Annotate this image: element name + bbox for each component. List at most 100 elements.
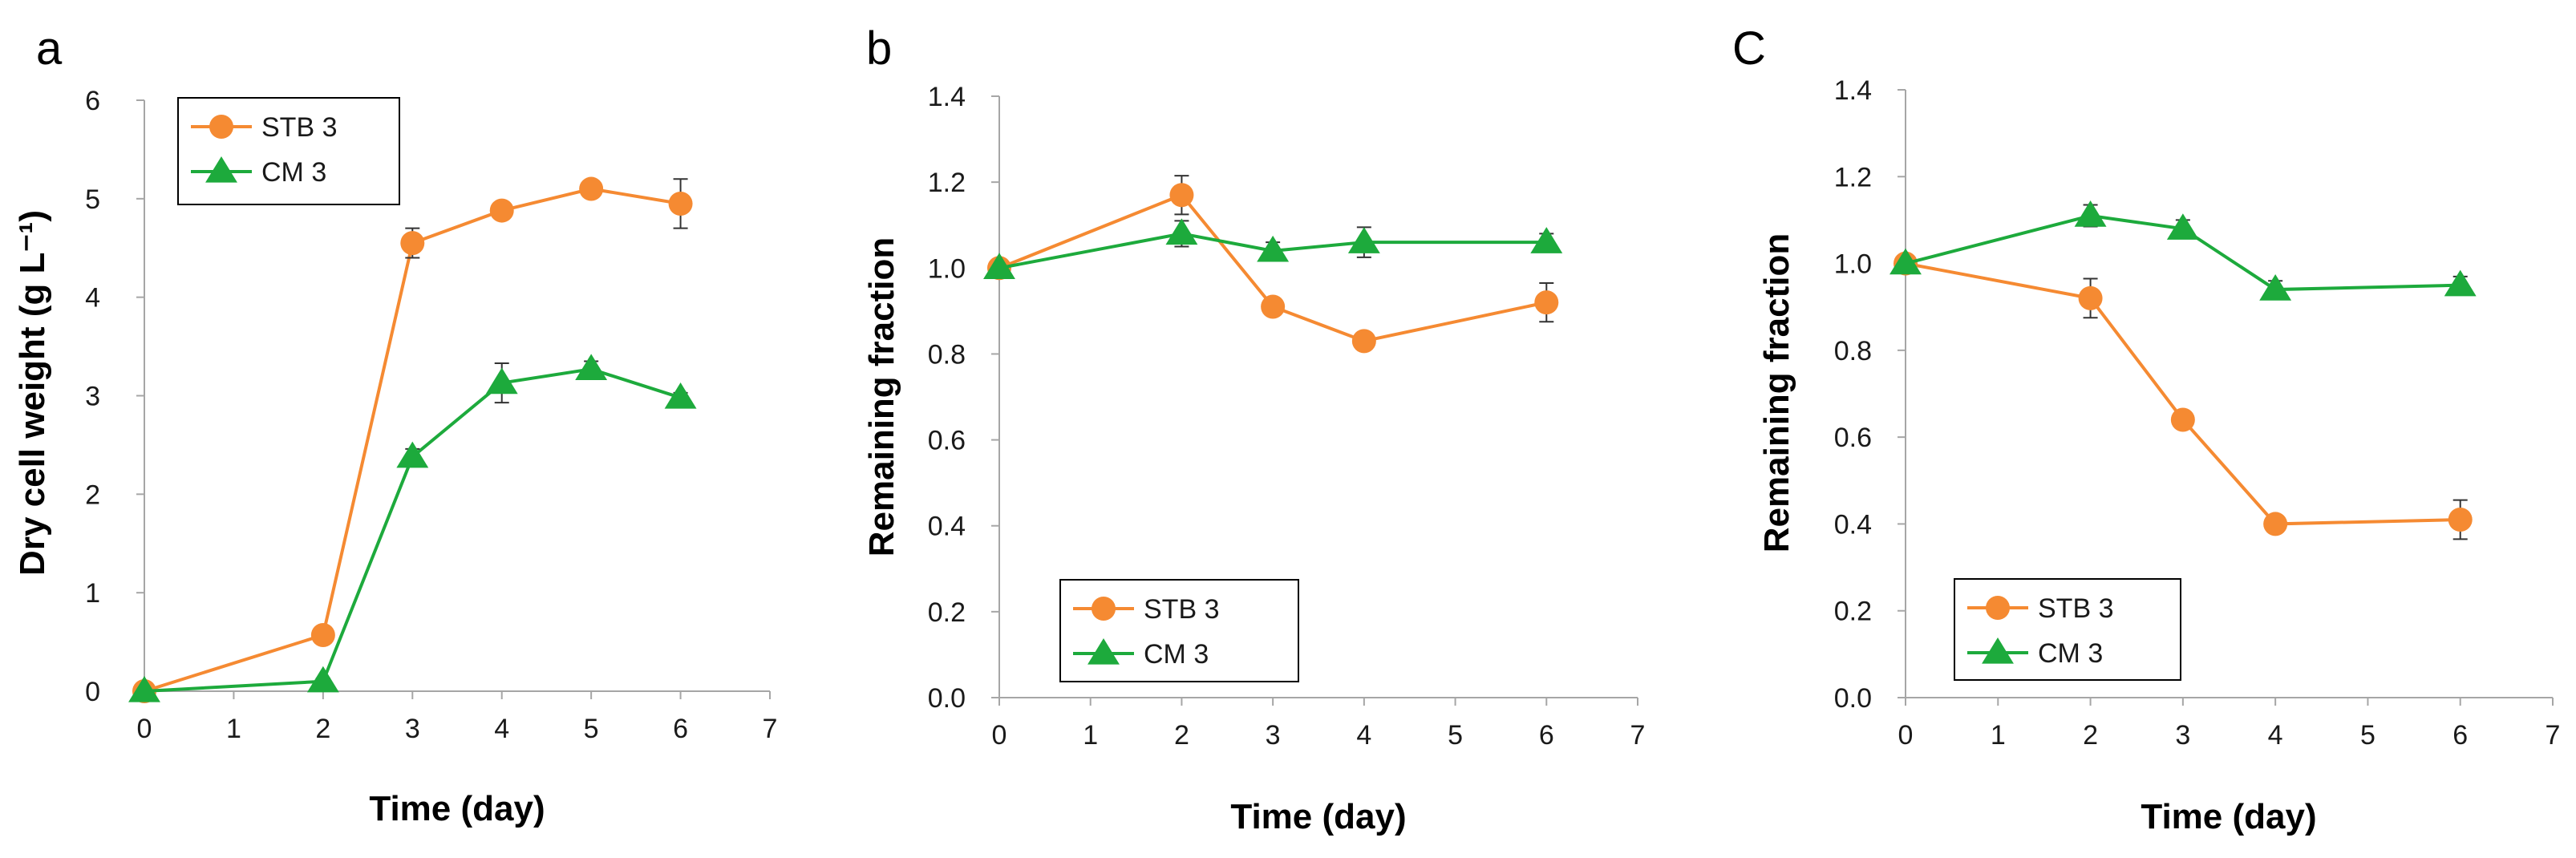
data-point-circle [1534, 290, 1559, 315]
panel-letter: b [866, 22, 892, 75]
legend-label: STB 3 [2038, 593, 2113, 624]
x-tick-label: 7 [2546, 720, 2561, 751]
x-tick-label: 4 [2268, 720, 2283, 751]
data-point-triangle [1165, 218, 1198, 245]
data-point-circle [2078, 285, 2103, 310]
legend-box [177, 97, 400, 205]
data-point-circle [2263, 512, 2288, 536]
y-tick-label: 0.0 [1834, 683, 1872, 714]
y-tick-label: 5 [85, 184, 100, 215]
y-tick-label: 0.6 [928, 426, 966, 456]
data-point-triangle [2444, 269, 2477, 297]
series-line [1905, 261, 2461, 526]
data-point-circle [1351, 329, 1376, 354]
x-tick-label: 5 [584, 714, 599, 744]
data-point-circle [1261, 294, 1286, 319]
legend-marker [209, 115, 233, 139]
y-tick-label: 0 [85, 677, 100, 707]
x-tick-label: 1 [1991, 720, 2006, 751]
data-point-triangle [1889, 248, 1922, 275]
y-tick-label: 0.4 [928, 512, 966, 542]
legend-label: CM 3 [261, 157, 326, 188]
data-point-triangle [128, 676, 160, 702]
x-tick-label: 5 [1448, 720, 1463, 751]
y-axis-title: Remaining fraction [862, 237, 901, 557]
y-tick-label: 0.4 [1834, 509, 1872, 540]
data-point-triangle [306, 666, 339, 693]
data-point-triangle [1530, 227, 1563, 253]
legend-label: STB 3 [261, 112, 337, 143]
series-cm-3 [128, 354, 697, 702]
y-tick-label: 6 [85, 86, 100, 116]
x-tick-label: 2 [315, 714, 330, 744]
x-tick-label: 6 [2452, 720, 2468, 751]
x-tick-label: 3 [1266, 720, 1281, 751]
legend: STB 3 CM 3 [1954, 578, 2181, 681]
legend-marker [1986, 596, 2010, 620]
legend-label: CM 3 [1144, 639, 1209, 670]
data-point-triangle [396, 441, 429, 468]
x-tick-label: 6 [1539, 720, 1554, 751]
x-tick-label: 1 [1083, 720, 1098, 751]
x-tick-label: 7 [1630, 720, 1646, 751]
data-point-triangle [485, 367, 518, 395]
y-tick-label: 2 [85, 480, 100, 510]
y-tick-label: 0.8 [1834, 336, 1872, 366]
y-tick-label: 0.2 [928, 597, 966, 628]
y-tick-label: 0.6 [1834, 423, 1872, 453]
y-axis-title: Dry cell weight (g L⁻¹) [13, 210, 52, 576]
data-point-circle [310, 622, 335, 647]
x-tick-label: 2 [1174, 720, 1189, 751]
x-tick-label: 4 [1356, 720, 1371, 751]
data-point-triangle [983, 253, 1015, 279]
y-axis-title: Remaining fraction [1757, 233, 1796, 553]
y-tick-label: 0.8 [928, 339, 966, 370]
y-tick-label: 0.2 [1834, 597, 1872, 627]
x-tick-label: 4 [494, 714, 509, 744]
legend-marker [205, 156, 237, 183]
legend-label: CM 3 [2038, 638, 2103, 669]
data-point-circle [400, 231, 425, 256]
y-tick-label: 1.4 [1834, 75, 1872, 106]
data-point-circle [668, 191, 693, 216]
data-point-circle [1169, 183, 1194, 208]
series-line [144, 367, 682, 693]
data-point-triangle [2259, 274, 2292, 301]
data-point-circle [2448, 508, 2473, 532]
series-line [998, 192, 1547, 343]
data-point-circle [579, 176, 604, 201]
y-tick-label: 1.2 [1834, 162, 1872, 192]
y-tick-label: 3 [85, 382, 100, 412]
legend-marker [1982, 637, 2014, 664]
data-point-triangle [575, 354, 608, 381]
data-point-triangle [664, 382, 697, 409]
data-point-circle [2170, 407, 2195, 432]
y-tick-label: 1.0 [1834, 249, 1872, 280]
panel-letter: C [1732, 22, 1766, 75]
x-tick-label: 6 [673, 714, 688, 744]
legend: STB 3 CM 3 [177, 97, 400, 205]
chart-panel-C: C 0.0 0.2 0.4 0.6 0.8 1.0 1.2 1.4 0 1 2 3 4 5 6 7 Time (d… [1732, 22, 2560, 836]
data-point-triangle [2166, 213, 2199, 240]
data-point-triangle [2074, 200, 2107, 227]
series-cm-3 [1889, 200, 2477, 301]
data-point-triangle [1347, 227, 1380, 253]
series-line [144, 187, 681, 693]
y-tick-label: 0.0 [928, 683, 966, 714]
data-point-triangle [1257, 235, 1290, 262]
x-tick-label: 3 [2175, 720, 2190, 751]
panel-letter: a [36, 22, 63, 75]
x-tick-label: 5 [2360, 720, 2376, 751]
series-cm-3 [983, 218, 1563, 279]
legend-box [1059, 579, 1299, 682]
x-tick-label: 0 [137, 714, 152, 744]
y-tick-label: 1.0 [928, 253, 966, 284]
chart-panel-b: b 0.0 0.2 0.4 0.6 0.8 1.0 1.2 1.4 0 1 2 3 4 5 6 7 Time (d… [862, 22, 1645, 836]
y-tick-label: 1.2 [928, 168, 966, 198]
legend-marker [1092, 597, 1116, 621]
x-tick-label: 0 [1898, 720, 1914, 751]
x-axis-title: Time (day) [1230, 797, 1406, 836]
chart-panel-a: a 0 1 2 3 4 5 6 0 1 2 3 4 5 6 7 Time (day) Dry cell weigh… [13, 22, 777, 828]
x-axis-title: Time (day) [2141, 797, 2316, 836]
legend-marker [1088, 638, 1120, 665]
